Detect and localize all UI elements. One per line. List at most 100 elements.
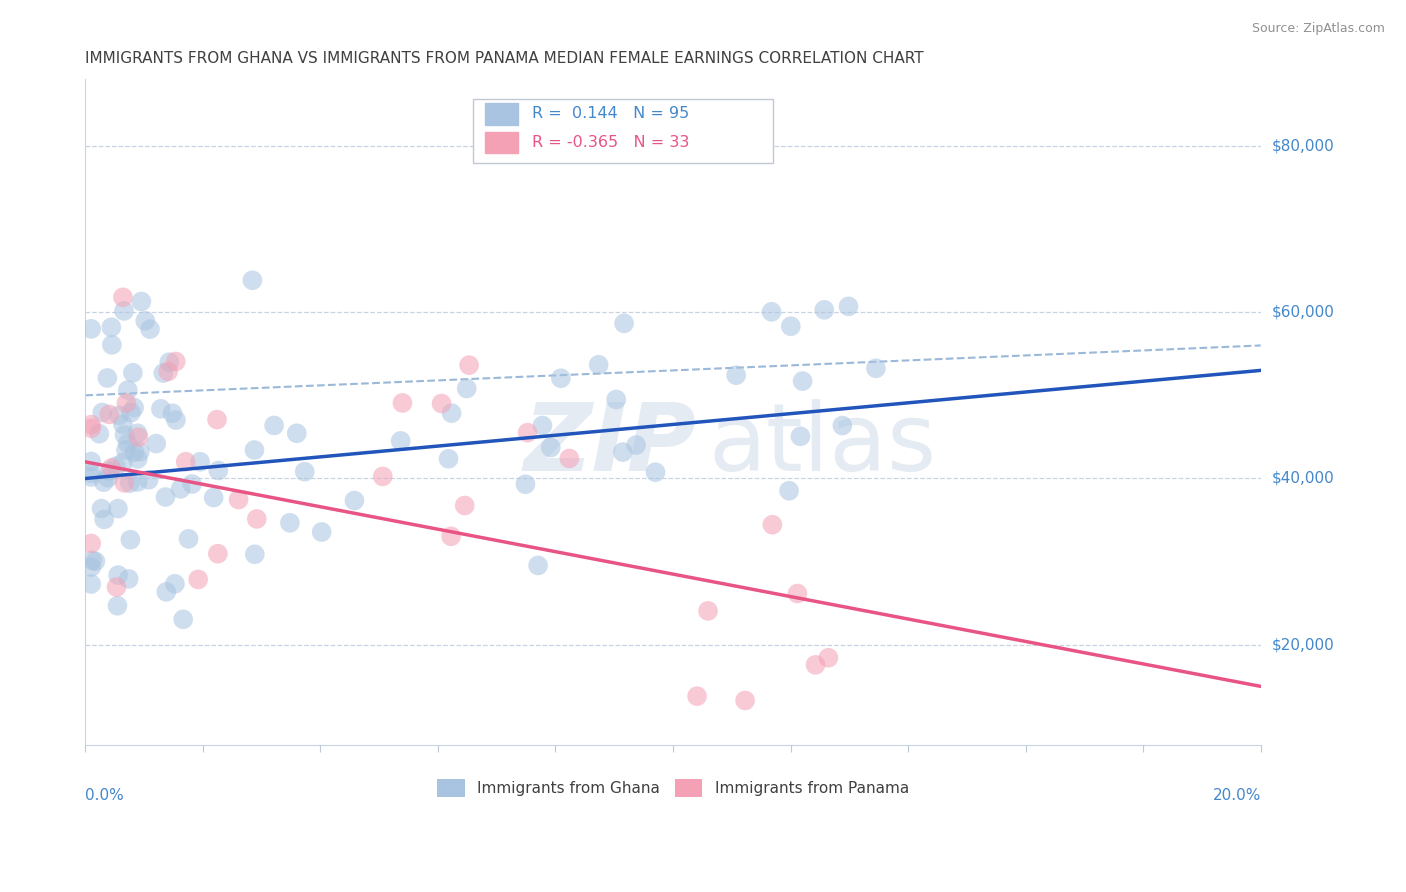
Text: 20.0%: 20.0% <box>1212 788 1261 803</box>
Point <box>80 322 103 336</box>
Point <box>207 463 229 477</box>
Point <box>155 584 177 599</box>
Point <box>243 547 266 561</box>
Point <box>789 429 811 443</box>
Point <box>165 413 187 427</box>
Point <box>122 401 145 415</box>
Point <box>389 434 412 448</box>
Text: $20,000: $20,000 <box>1272 637 1334 652</box>
Point <box>162 406 184 420</box>
Point <box>120 406 142 420</box>
Point <box>205 412 228 426</box>
Point <box>792 374 814 388</box>
Point <box>152 366 174 380</box>
Point <box>531 418 554 433</box>
Point <box>90 501 112 516</box>
Point <box>97 471 120 485</box>
Point <box>285 426 308 441</box>
Legend: Immigrants from Ghana, Immigrants from Panama: Immigrants from Ghana, Immigrants from P… <box>432 772 915 804</box>
Point <box>96 371 118 385</box>
Point <box>93 475 115 490</box>
Point <box>188 455 211 469</box>
Point <box>114 428 136 442</box>
Point <box>540 441 562 455</box>
Point <box>111 290 134 304</box>
Text: Source: ZipAtlas.com: Source: ZipAtlas.com <box>1251 22 1385 36</box>
Point <box>813 302 835 317</box>
Point <box>112 475 135 490</box>
Point <box>112 455 135 469</box>
Point <box>458 358 481 372</box>
Point <box>145 436 167 450</box>
Point <box>111 417 134 432</box>
Point <box>134 314 156 328</box>
Point <box>515 477 537 491</box>
Point <box>440 406 463 420</box>
Point <box>157 364 180 378</box>
Point <box>80 421 103 435</box>
Point <box>246 512 269 526</box>
Text: IMMIGRANTS FROM GHANA VS IMMIGRANTS FROM PANAMA MEDIAN FEMALE EARNINGS CORRELATI: IMMIGRANTS FROM GHANA VS IMMIGRANTS FROM… <box>86 51 924 66</box>
Point <box>761 517 783 532</box>
Point <box>294 465 316 479</box>
Point <box>115 443 138 458</box>
Point <box>105 459 128 474</box>
Point <box>107 568 129 582</box>
Point <box>149 401 172 416</box>
Point <box>644 465 666 479</box>
Point <box>98 464 121 478</box>
Point <box>786 586 808 600</box>
Point <box>80 577 103 591</box>
Point <box>697 604 720 618</box>
Point <box>725 368 748 383</box>
Point <box>80 467 103 481</box>
Point <box>263 418 285 433</box>
Point <box>128 444 150 458</box>
Point <box>108 409 131 423</box>
Point <box>391 396 413 410</box>
Point <box>686 689 709 703</box>
Point <box>865 361 887 376</box>
Point <box>93 512 115 526</box>
Point <box>138 473 160 487</box>
Point <box>89 426 111 441</box>
Point <box>177 532 200 546</box>
Point <box>127 452 149 467</box>
Point <box>157 355 180 369</box>
Point <box>124 445 146 459</box>
Point <box>527 558 550 573</box>
Point <box>612 445 634 459</box>
Point <box>80 536 103 550</box>
Text: $60,000: $60,000 <box>1272 305 1334 319</box>
Point <box>588 358 610 372</box>
Point <box>169 482 191 496</box>
Point <box>117 383 139 397</box>
Point <box>778 483 800 498</box>
Point <box>624 438 647 452</box>
Point <box>207 547 229 561</box>
Point <box>127 475 149 489</box>
Point <box>84 554 107 568</box>
Point <box>101 338 124 352</box>
Point <box>437 451 460 466</box>
Point <box>761 305 783 319</box>
Point <box>343 493 366 508</box>
Point <box>243 442 266 457</box>
Point <box>100 320 122 334</box>
Text: $80,000: $80,000 <box>1272 138 1334 153</box>
Point <box>837 299 859 313</box>
Point <box>118 476 141 491</box>
Point <box>117 436 139 450</box>
Point <box>80 470 103 484</box>
Text: 0.0%: 0.0% <box>86 788 124 803</box>
FancyBboxPatch shape <box>474 99 773 162</box>
Point <box>278 516 301 530</box>
Text: atlas: atlas <box>709 400 936 491</box>
Point <box>779 319 801 334</box>
Point <box>120 533 142 547</box>
Point <box>165 354 187 368</box>
Point <box>117 572 139 586</box>
Point <box>163 576 186 591</box>
Point <box>128 430 150 444</box>
Text: R =  0.144   N = 95: R = 0.144 N = 95 <box>531 106 689 121</box>
